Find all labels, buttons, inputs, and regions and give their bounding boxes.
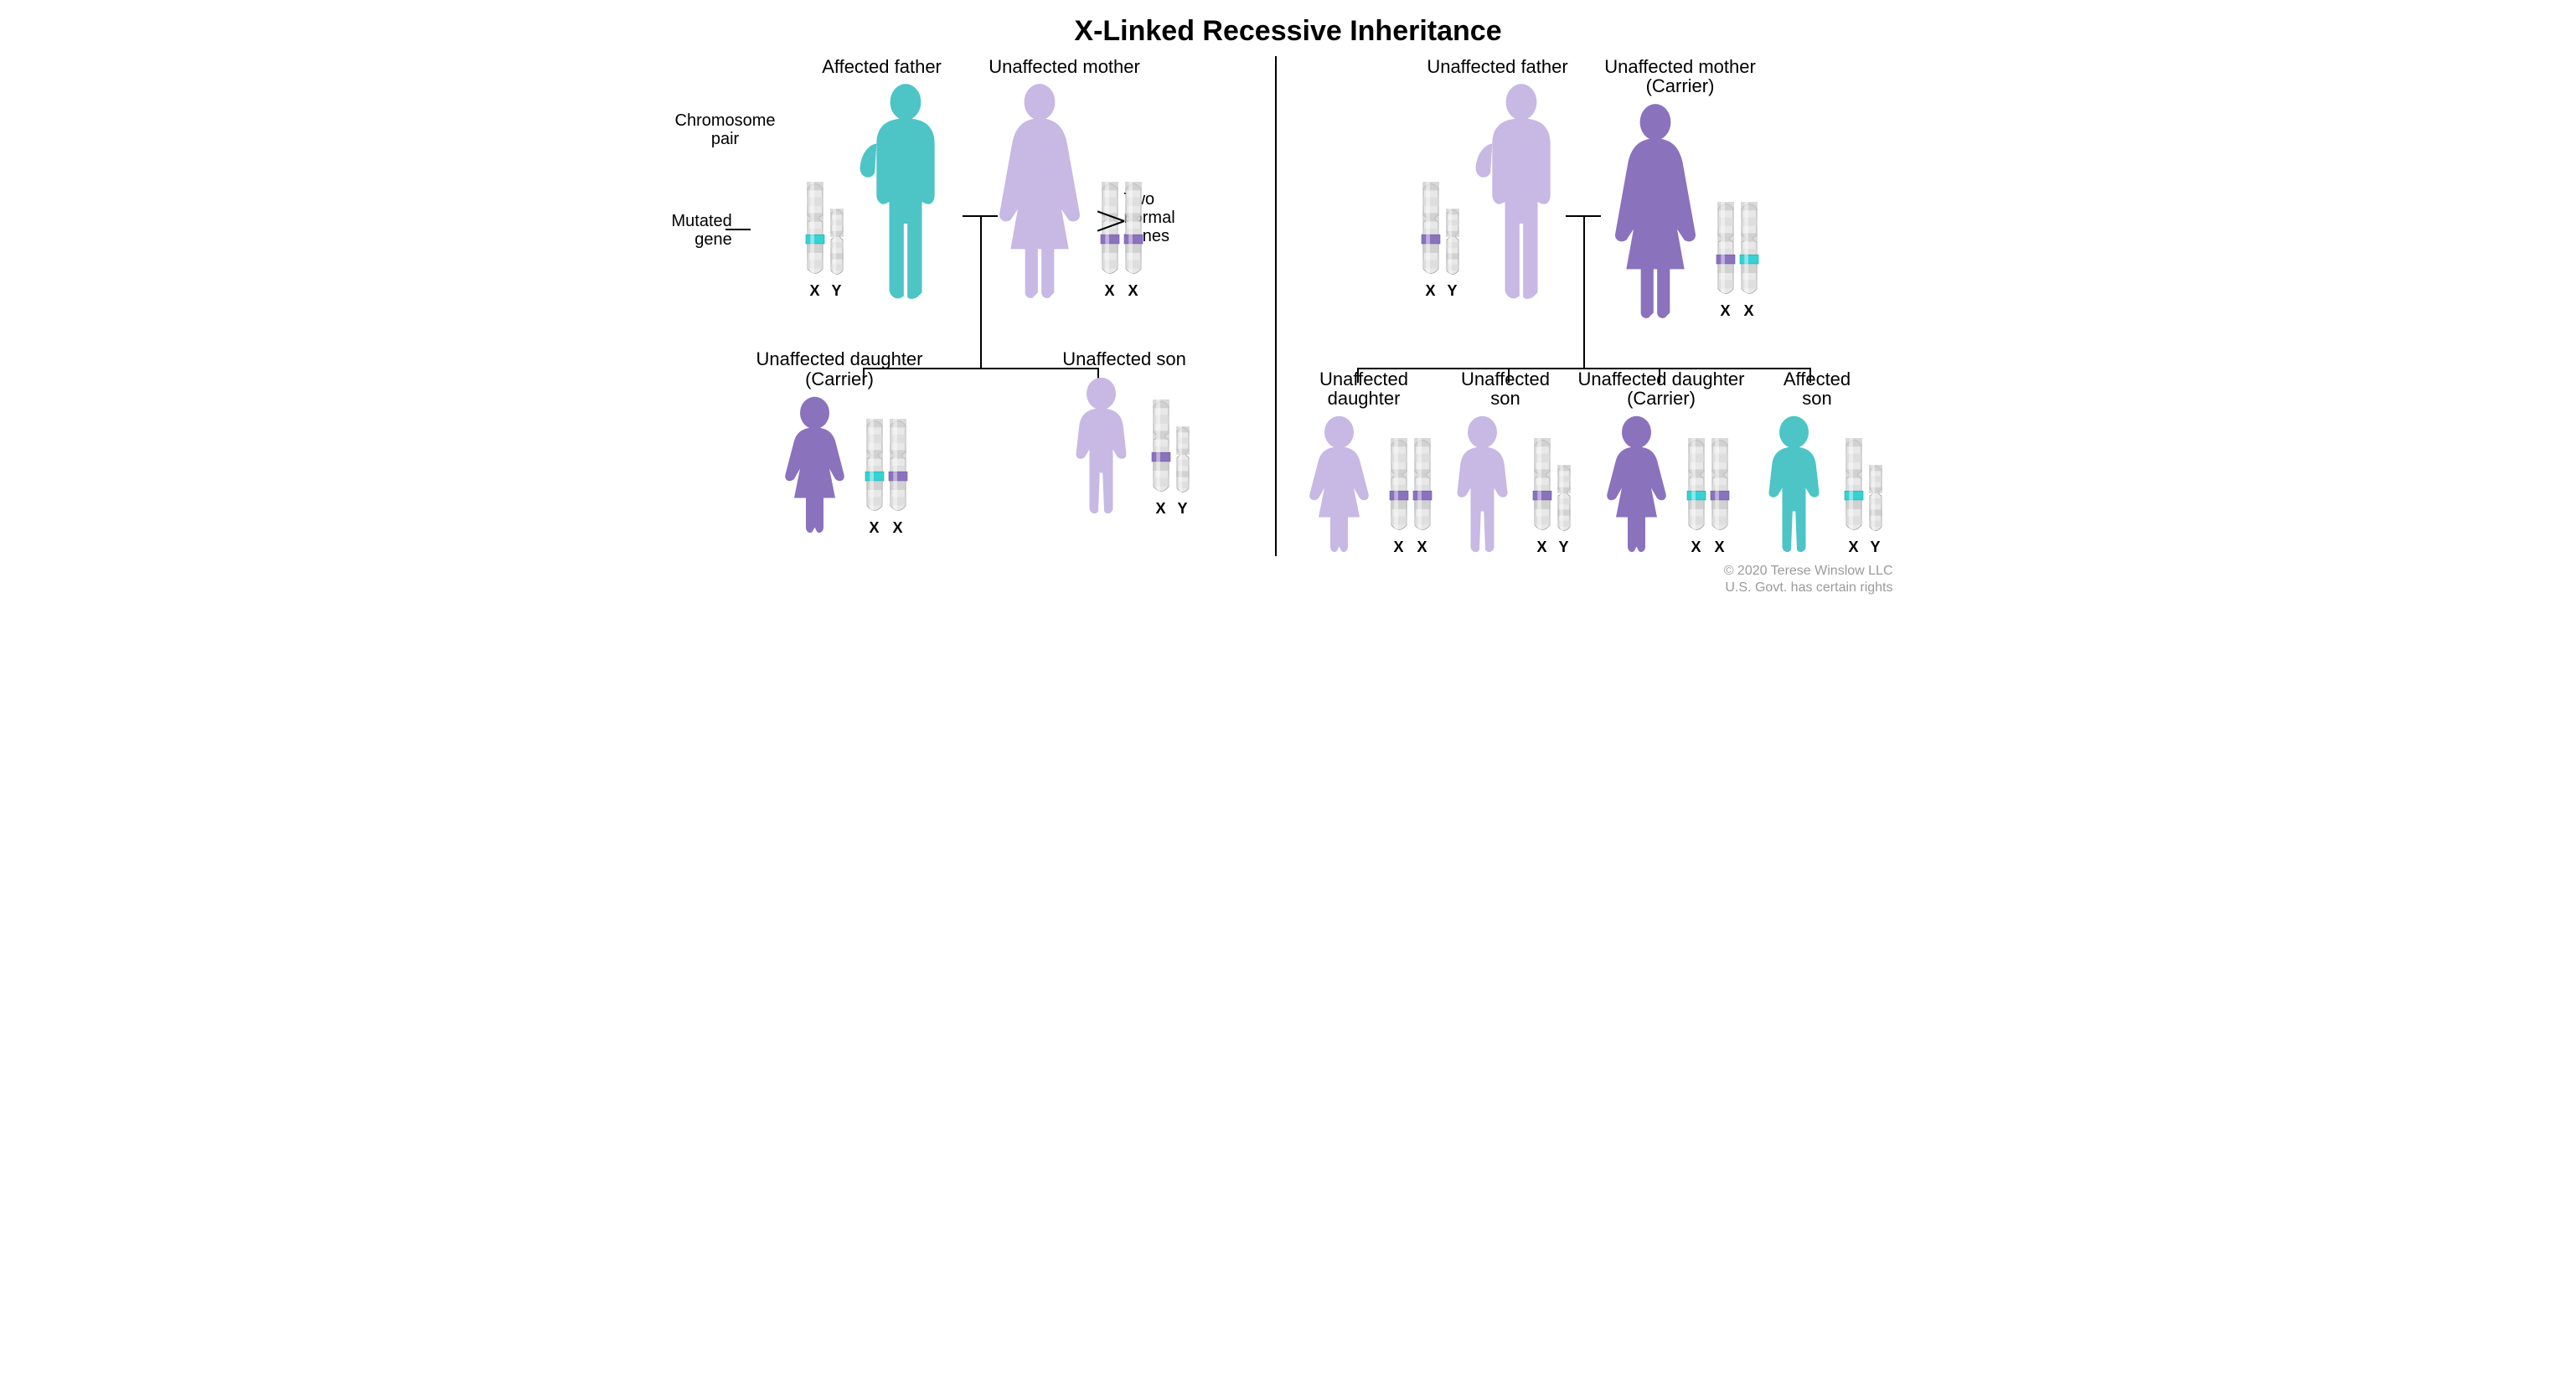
- chromosome-label-x: X: [1128, 282, 1138, 300]
- right-children-row: Unaffecteddaughter X: [1295, 369, 1885, 557]
- left-parents-row: Affected father X: [692, 56, 1257, 300]
- person-son: Affectedson X: [1750, 369, 1885, 557]
- left-children-row: Unaffected daughter(Carrier) X: [692, 348, 1257, 537]
- person-label: Unaffected daughter(Carrier): [1578, 369, 1745, 410]
- chromosome-label-x: X: [893, 519, 903, 537]
- chromosome-x-icon: [1420, 178, 1442, 279]
- panel-divider: [1275, 56, 1277, 556]
- chromosome-label-x: X: [870, 519, 880, 537]
- chromosome-y-icon: [1555, 462, 1573, 535]
- chromosome-label-y: Y: [1448, 282, 1458, 300]
- girl-silhouette-icon: [1295, 414, 1383, 556]
- chromosome-y-icon: [828, 205, 846, 279]
- chromosome-label-x: X: [1156, 500, 1166, 518]
- chromosome-label-x: X: [1417, 539, 1427, 556]
- chromosome-x-icon: [1685, 435, 1707, 535]
- man-silhouette-icon: [1467, 82, 1576, 300]
- chromosome-pair: X X: [1099, 178, 1144, 300]
- chromosome-label-x: X: [1105, 282, 1115, 300]
- chromosome-label-x: X: [1394, 539, 1404, 556]
- chromosome-pair: X X: [864, 415, 909, 537]
- chromosome-label-y: Y: [1178, 500, 1188, 518]
- page-title: X-Linked Recessive Inheritance: [677, 15, 1900, 48]
- girl-silhouette-icon: [1593, 414, 1680, 556]
- annotation-chromosome-pair: Chromosome pair: [675, 111, 776, 148]
- person-label: Unaffected mother(Carrier): [1604, 56, 1756, 97]
- chromosome-pair: X Y: [1843, 435, 1885, 556]
- chromosome-label-y: Y: [1559, 539, 1569, 556]
- panel-right: Unaffected father X: [1280, 56, 1900, 556]
- chromosome-x-icon: [804, 178, 826, 279]
- chromosome-pair: X Y: [1420, 178, 1462, 300]
- chromosome-x-icon: [1123, 178, 1144, 279]
- chromosome-x-icon: [1388, 435, 1410, 535]
- chromosome-label-x: X: [1744, 302, 1754, 320]
- person-son: Unaffectedson X: [1438, 369, 1573, 557]
- chromosome-x-icon: [864, 415, 885, 516]
- person-father: Affected father X: [804, 56, 960, 300]
- panels: Chromosome pair Mutated gene Two normal …: [677, 56, 1900, 556]
- chromosome-x-icon: [1738, 199, 1760, 299]
- panel-left: Chromosome pair Mutated gene Two normal …: [677, 56, 1272, 556]
- chromosome-x-icon: [1715, 199, 1737, 299]
- person-mother: Unaffected mother X: [985, 56, 1144, 300]
- chromosome-y-icon: [1174, 423, 1192, 497]
- man-silhouette-icon: [851, 82, 960, 300]
- person-label: Unaffected son: [1062, 348, 1186, 369]
- person-label: Unaffecteddaughter: [1319, 369, 1408, 410]
- chromosome-x-icon: [1843, 435, 1865, 535]
- chromosome-pair: X X: [1388, 435, 1433, 556]
- boy-silhouette-icon: [1438, 414, 1526, 556]
- annotation-mutated-gene: Mutated gene: [672, 212, 732, 249]
- chromosome-label-y: Y: [1870, 539, 1880, 556]
- chromosome-label-x: X: [1848, 539, 1858, 556]
- copyright-line1: © 2020 Terese Winslow LLC: [677, 563, 1893, 580]
- person-daughter: Unaffecteddaughter X: [1295, 369, 1433, 557]
- chromosome-x-icon: [1531, 435, 1553, 535]
- chromosome-pair: X Y: [804, 178, 846, 300]
- chromosome-label-x: X: [810, 282, 820, 300]
- copyright-line2: U.S. Govt. has certain rights: [677, 580, 1893, 596]
- person-label: Affected father: [822, 56, 942, 77]
- person-son: Unaffected son X: [1057, 348, 1192, 537]
- chromosome-pair: X Y: [1150, 396, 1192, 518]
- chromosome-label-x: X: [1691, 539, 1701, 556]
- person-label: Unaffected daughter(Carrier): [756, 348, 923, 389]
- person-daughter: Unaffected daughter(Carrier) X: [756, 348, 923, 537]
- chromosome-y-icon: [1866, 462, 1885, 535]
- chromosome-label-x: X: [1426, 282, 1436, 300]
- boy-silhouette-icon: [1750, 414, 1838, 556]
- woman-silhouette-icon: [1601, 102, 1710, 320]
- chromosome-pair: X Y: [1531, 435, 1573, 556]
- chromosome-x-icon: [1709, 435, 1731, 535]
- chromosome-label-y: Y: [832, 282, 842, 300]
- chromosome-label-x: X: [1715, 539, 1725, 556]
- chromosome-x-icon: [887, 415, 909, 516]
- chromosome-label-x: X: [1537, 539, 1547, 556]
- person-label: Unaffectedson: [1461, 369, 1550, 410]
- copyright-block: © 2020 Terese Winslow LLC U.S. Govt. has…: [677, 563, 1900, 596]
- person-label: Affectedson: [1784, 369, 1851, 410]
- person-label: Unaffected father: [1427, 56, 1567, 77]
- person-label: Unaffected mother: [989, 56, 1140, 77]
- person-mother: Unaffected mother(Carrier) X: [1601, 56, 1760, 320]
- chromosome-pair: X X: [1685, 435, 1731, 556]
- person-daughter: Unaffected daughter(Carrier) X: [1578, 369, 1745, 557]
- right-parents-row: Unaffected father X: [1295, 56, 1885, 320]
- diagram-root: X-Linked Recessive Inheritance Chromosom…: [660, 0, 1917, 605]
- chromosome-label-x: X: [1721, 302, 1731, 320]
- girl-silhouette-icon: [771, 394, 859, 537]
- chromosome-x-icon: [1150, 396, 1172, 497]
- woman-silhouette-icon: [985, 82, 1094, 300]
- chromosome-x-icon: [1412, 435, 1433, 535]
- boy-silhouette-icon: [1057, 375, 1145, 518]
- chromosome-pair: X X: [1715, 199, 1760, 320]
- person-father: Unaffected father X: [1420, 56, 1576, 320]
- chromosome-y-icon: [1443, 205, 1462, 279]
